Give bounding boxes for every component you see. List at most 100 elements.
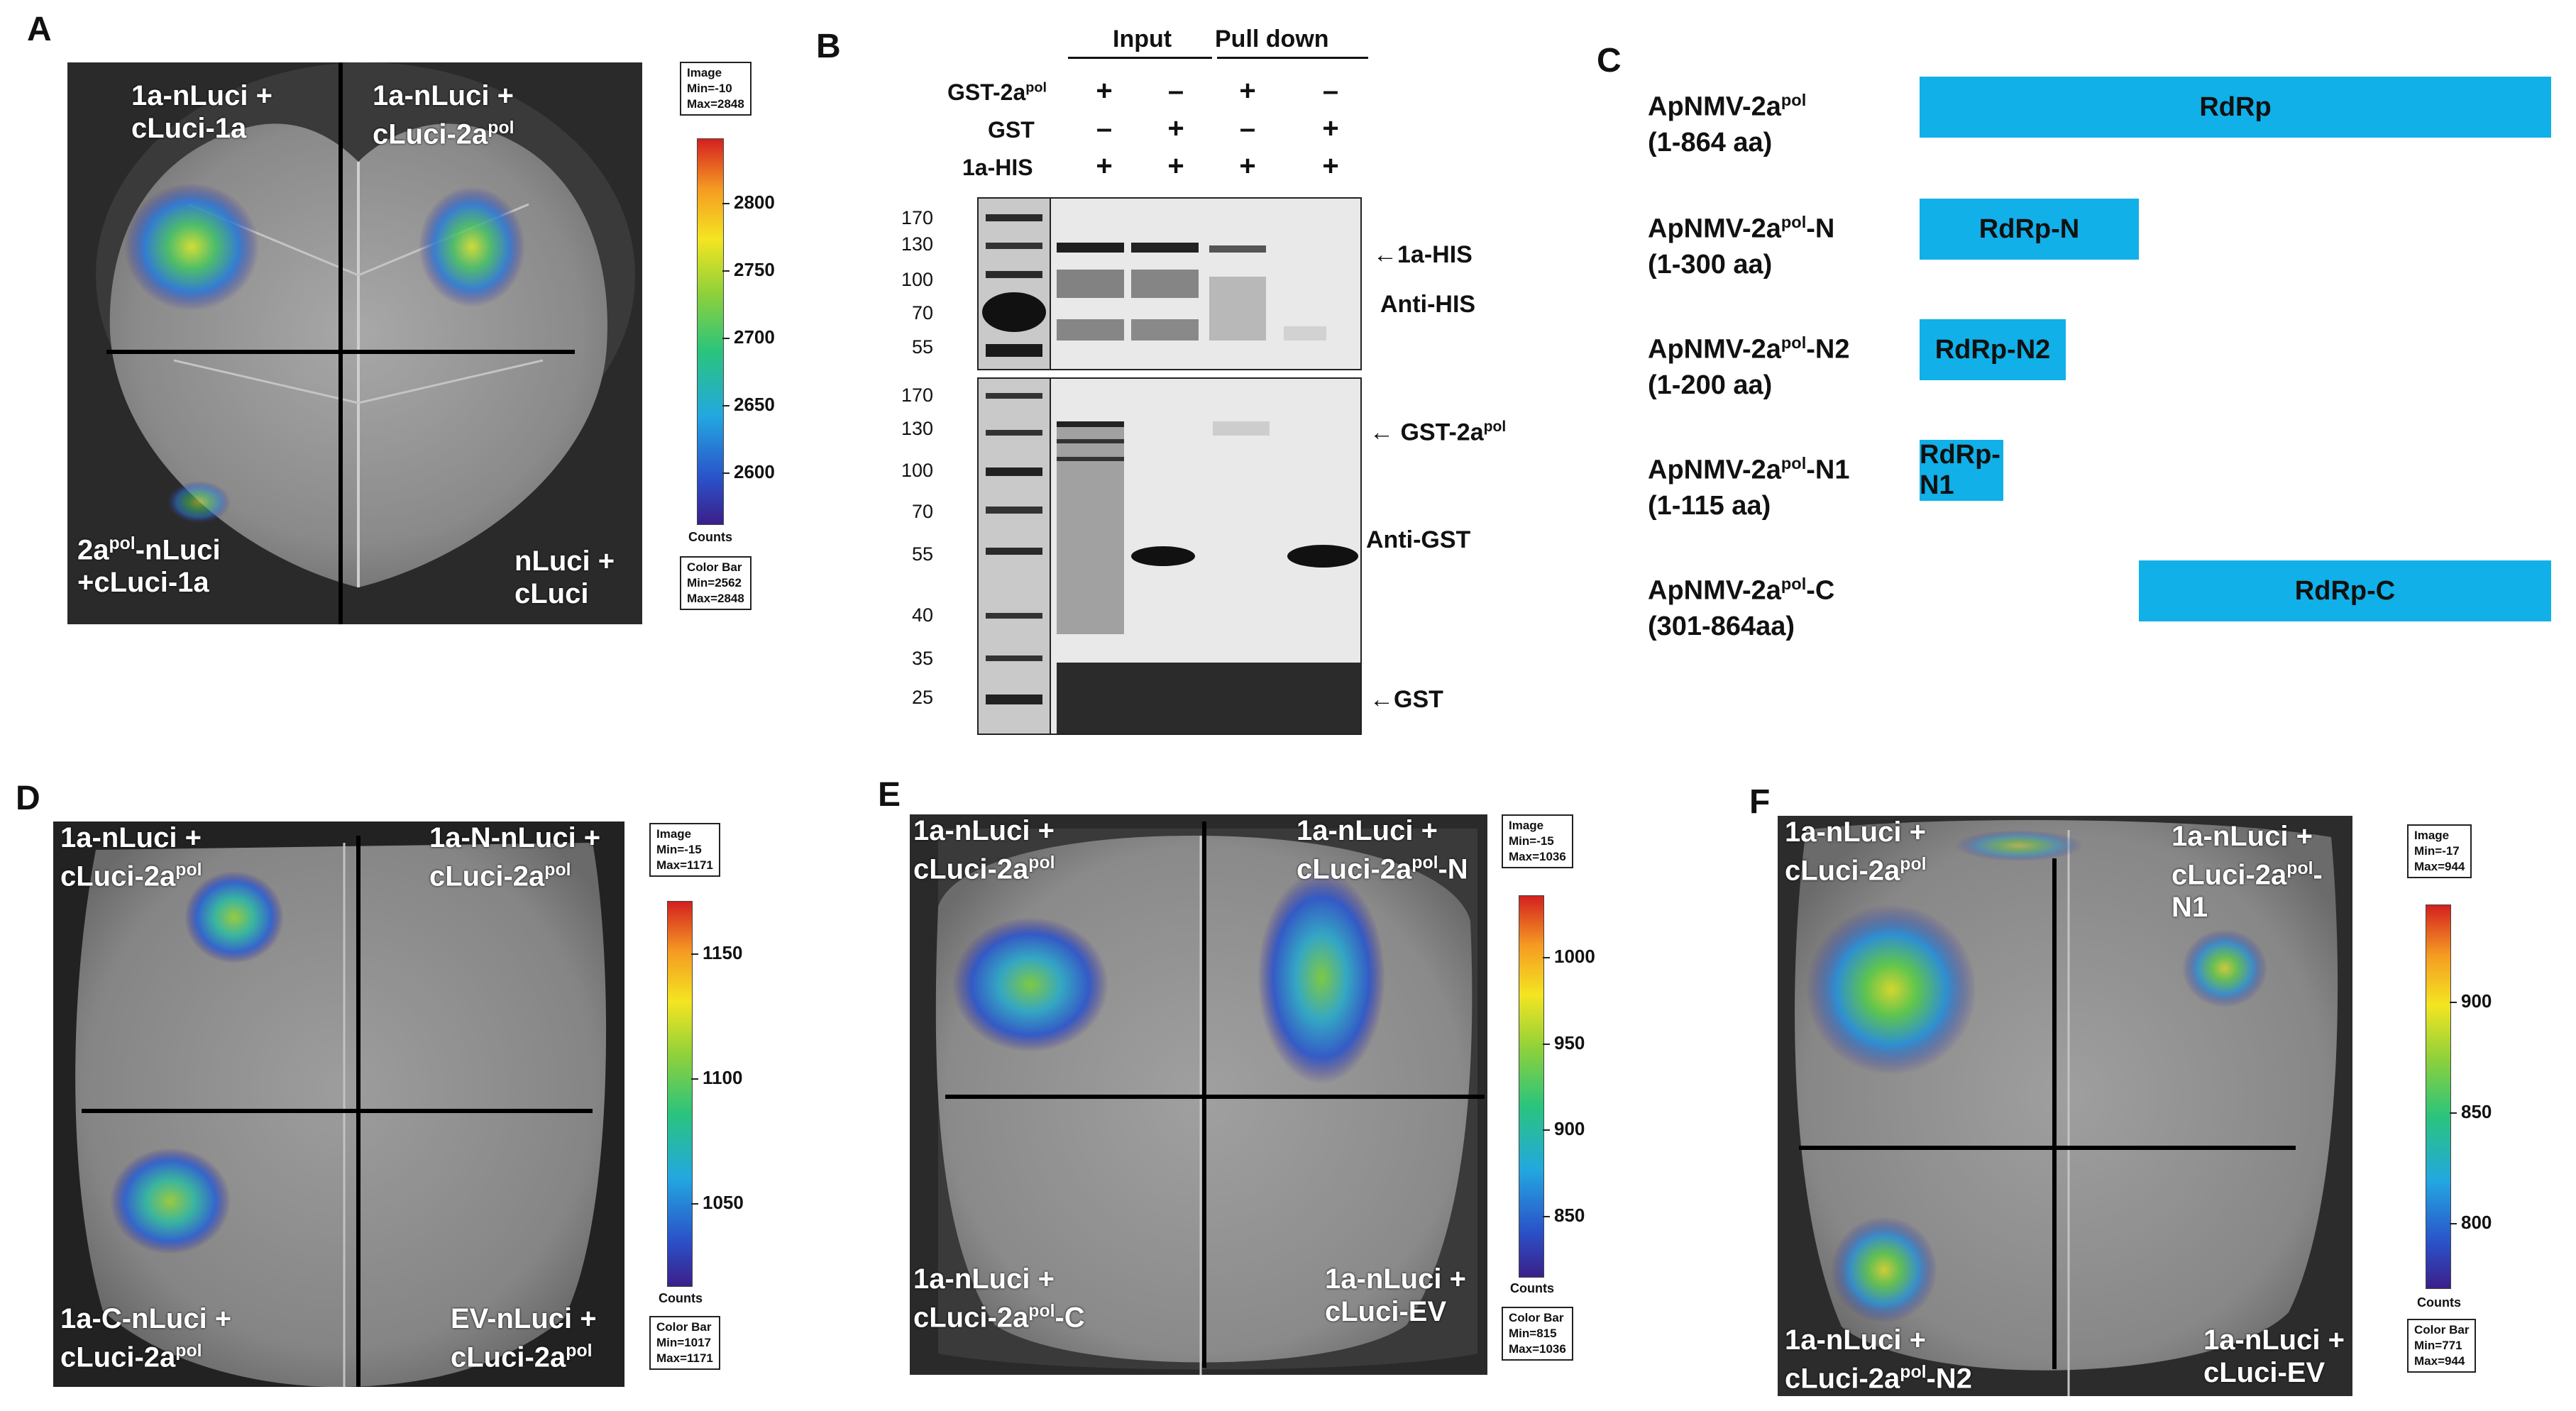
quadrant-label-bl-e-text: 1a-nLuci + cLuci-2a [913, 1263, 1055, 1334]
construct-name: ApNMV-2apol-N2 (1-200 aa) [1648, 333, 1850, 400]
quadrant-label-tr-a-sup: pol [488, 118, 514, 138]
quadrant-label-bl-e: 1a-nLuci + cLuci-2apol-C [913, 1263, 1085, 1334]
sign-cell: – [1239, 113, 1256, 144]
quadrant-label-tr-f-post: -N1 [2172, 859, 2323, 924]
quadrant-label-tr-f-sup: pol [2286, 859, 2313, 878]
blot-anti-gst [977, 377, 1362, 735]
header-input-line [1068, 57, 1212, 59]
quadrant-label-bl-d-text: 1a-C-nLuci + cLuci-2a [60, 1303, 232, 1373]
colorbar-range-box-f: Color Bar Min=771 Max=944 [2407, 1319, 2477, 1373]
mw-marker: 100 [901, 269, 933, 290]
quadrant-label-br-e: 1a-nLuci + cLuci-EV [1325, 1263, 1466, 1327]
luciferase-image-f: 1a-nLuci + cLuci-2apol 1a-nLuci + cLuci-… [1778, 816, 2352, 1396]
counts-label-d: Counts [659, 1291, 703, 1305]
sign-cell: + [1167, 150, 1184, 182]
domain-bar-rdrp: RdRp [1920, 77, 2551, 138]
panel-label-b: B [816, 28, 841, 65]
colorbar-range-box-e: Color Bar Min=815 Max=1036 [1502, 1307, 1573, 1361]
quadrant-label-tr-f: 1a-nLuci + cLuci-2apol-N1 [2172, 820, 2352, 924]
colorbar-tick-d [691, 1202, 698, 1205]
quadrant-label-bl-f-text: 1a-nLuci + cLuci-2a [1785, 1324, 1926, 1395]
quadrant-label-tl-e: 1a-nLuci + cLuci-2apol [913, 814, 1055, 885]
colorbar-a [697, 138, 724, 525]
colorbar-tick-a [722, 203, 730, 205]
quadrant-label-bl-f-sup: pol [1900, 1363, 1927, 1382]
annotation-gst-2a: ← GST-2apol [1370, 419, 1506, 446]
leaf-a-graphic [67, 62, 642, 624]
mw-marker: 55 [911, 336, 933, 358]
header-pulldown: Pull down [1215, 26, 1329, 52]
quadrant-label-tr-e-sup: pol [1411, 853, 1438, 873]
sign-cell: + [1322, 150, 1339, 182]
colorbar-tick-label-a: 2750 [734, 259, 775, 281]
quadrant-label-tr-d: 1a-N-nLuci + cLuci-2apol [429, 821, 600, 892]
quadrant-label-br-f: 1a-nLuci + cLuci-EV [2203, 1324, 2345, 1388]
quadrant-label-bl-d-sup: pol [175, 1341, 202, 1361]
quadrant-label-br-a: nLuci + cLuci [514, 546, 615, 609]
quadrant-label-bl-f-post: -N2 [1926, 1363, 1972, 1395]
quadrant-label-tr-e-post: -N [1438, 853, 1468, 885]
mw-marker: 70 [911, 501, 933, 522]
colorbar-tick-d [691, 1078, 698, 1080]
colorbar-tick-e [1543, 1215, 1550, 1217]
mw-marker: 170 [901, 384, 933, 406]
colorbar-tick-a [722, 472, 730, 474]
quadrant-label-tl-e-text: 1a-nLuci + cLuci-2a [913, 815, 1055, 885]
blot-anti-gst-bands [979, 379, 1360, 734]
sign-cell: + [1322, 113, 1339, 144]
panel-label-d: D [16, 780, 40, 817]
leaf-d-graphic [53, 821, 624, 1387]
colorbar-d [667, 901, 693, 1287]
construct-name: ApNMV-2apol-N1 (1-115 aa) [1648, 454, 1850, 521]
colorbar-f [2426, 904, 2451, 1289]
header-pulldown-line [1217, 57, 1368, 59]
row-label-1ahis: 1a-HIS [962, 155, 1033, 180]
mw-marker: 170 [901, 207, 933, 228]
quadrant-label-tr-e: 1a-nLuci + cLuci-2apol-N [1297, 814, 1468, 885]
colorbar-tick-label-a: 2600 [734, 460, 775, 482]
quadrant-label-tr-e-text: 1a-nLuci + cLuci-2a [1297, 815, 1438, 885]
quadrant-label-bl-a-post: -nLuci +cLuci-1a [77, 534, 221, 599]
colorbar-range-box-a: Color Bar Min=2562 Max=2848 [680, 556, 752, 610]
row-label-gst: GST [988, 117, 1035, 143]
colorbar-range-box-d: Color Bar Min=1017 Max=1171 [649, 1316, 720, 1370]
domain-bar-rdrp-n1: RdRp-N1 [1920, 440, 2004, 501]
quadrant-label-tr-d-sup: pol [544, 861, 571, 880]
colorbar-tick-label-e: 900 [1554, 1118, 1585, 1140]
colorbar-tick-label-e: 1000 [1554, 946, 1595, 968]
blot-anti-his [977, 197, 1362, 370]
colorbar-tick-e [1543, 957, 1550, 959]
sign-cell: + [1239, 150, 1256, 182]
panel-label-f: F [1749, 783, 1771, 821]
quadrant-label-br-d-sup: pol [566, 1341, 593, 1361]
construct-name: ApNMV-2apol-N (1-300 aa) [1648, 213, 1835, 280]
colorbar-tick-a [722, 404, 730, 406]
colorbar-tick-e [1543, 1043, 1550, 1045]
mw-marker: 55 [911, 543, 933, 565]
colorbar-tick-label-a: 2800 [734, 192, 775, 214]
quadrant-label-tl-f: 1a-nLuci + cLuci-2apol [1785, 816, 1926, 887]
annotation-1a-his: ←1a-HIS [1373, 241, 1473, 268]
colorbar-tick-label-e: 850 [1554, 1204, 1585, 1226]
quadrant-label-bl-e-post: -C [1055, 1302, 1085, 1334]
sign-cell: – [1167, 75, 1184, 106]
domain-bar-rdrp-n2: RdRp-N2 [1920, 319, 2066, 380]
quadrant-label-tr-a: 1a-nLuci + cLuci-2apol [373, 79, 514, 150]
quadrant-label-tl-e-sup: pol [1028, 853, 1055, 873]
quadrant-label-tr-f-text: 1a-nLuci + cLuci-2a [2172, 821, 2313, 891]
construct-name: ApNMV-2apol (1-864 aa) [1648, 91, 1807, 157]
domain-bar-rdrp-n: RdRp-N [1920, 199, 2140, 260]
colorbar-e [1519, 895, 1544, 1278]
image-range-box-e: Image Min=-15 Max=1036 [1502, 814, 1573, 868]
quadrant-label-tl-f-sup: pol [1900, 855, 1927, 874]
leaf-e-graphic [910, 814, 1487, 1375]
colorbar-tick-d [691, 953, 698, 955]
header-input: Input [1113, 26, 1172, 52]
colorbar-tick-f [2450, 1112, 2457, 1114]
counts-label-e: Counts [1510, 1281, 1554, 1295]
colorbar-tick-e [1543, 1129, 1550, 1131]
mw-marker: 35 [911, 648, 933, 669]
luciferase-image-a: 1a-nLuci + cLuci-1a 1a-nLuci + cLuci-2ap… [67, 62, 642, 624]
colorbar-tick-f [2450, 1002, 2457, 1004]
image-range-box-a: Image Min=-10 Max=2848 [680, 62, 752, 116]
